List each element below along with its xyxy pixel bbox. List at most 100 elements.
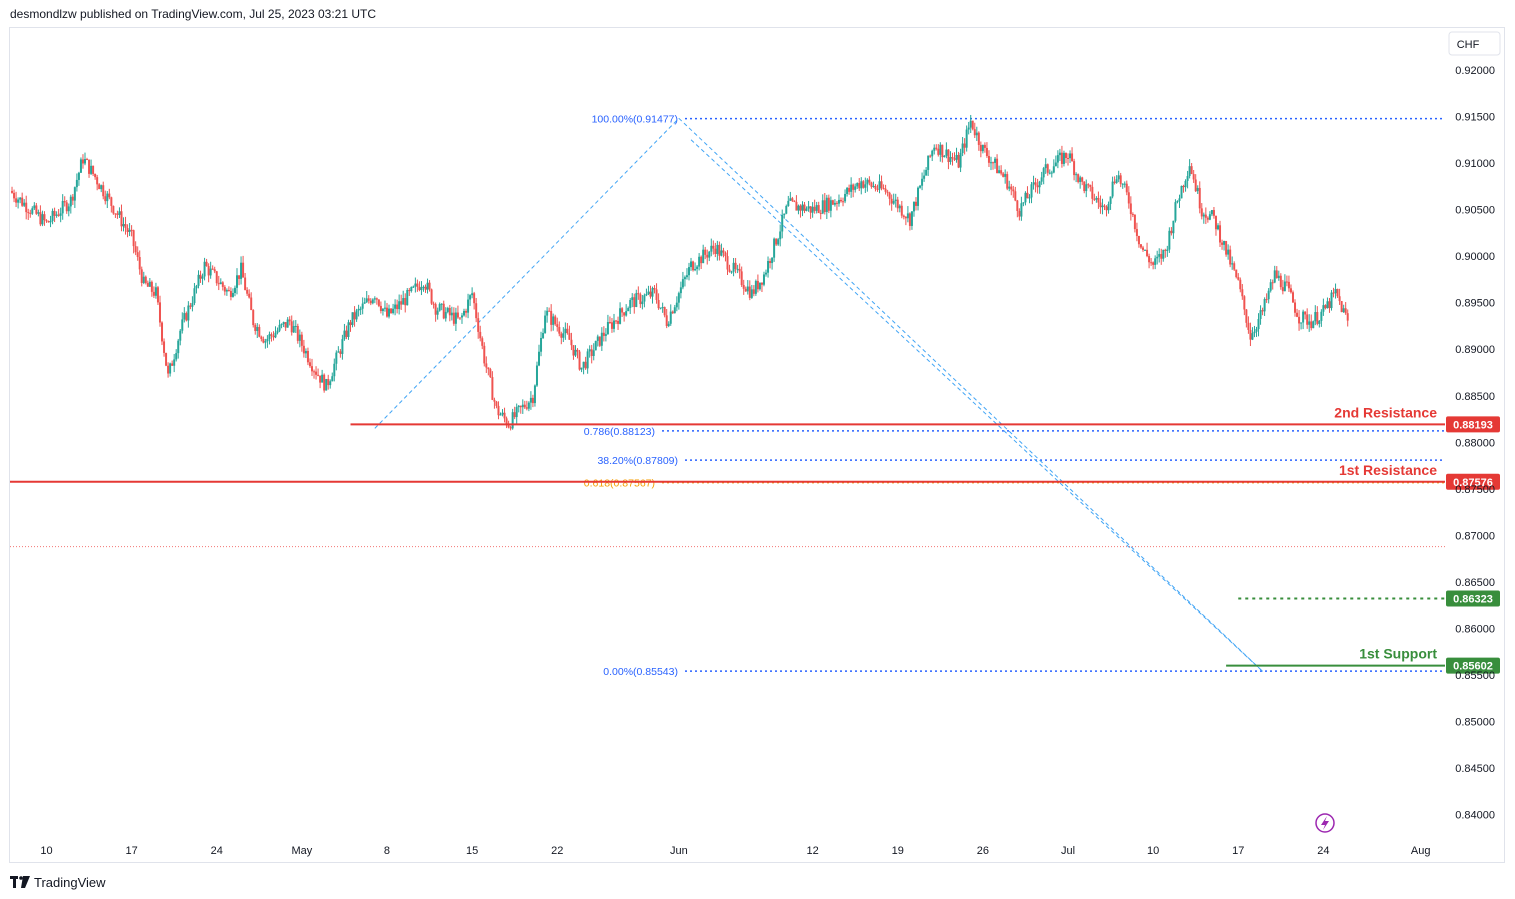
candle-body [1304,311,1307,315]
candle-body [1251,333,1254,340]
candle-body [503,412,506,419]
candle-body [878,181,881,190]
level-price-badge [1446,416,1500,433]
candle-body [248,293,251,298]
candle-body [639,294,642,305]
candle-body [381,308,384,312]
x-tick-label: 15 [466,845,478,857]
candle-body [454,312,457,324]
candle-body [144,276,147,283]
candle-body [1006,174,1009,189]
candle-body [1219,225,1222,243]
candle-body [383,307,386,309]
candle-body [55,214,58,216]
candle-body [1328,301,1331,309]
candle-body [377,299,380,306]
candle-body [1091,186,1094,199]
candle-body [434,304,437,315]
candle-body [821,200,824,214]
candle-body [183,313,186,320]
candle-body [1261,310,1264,312]
candle-body [359,308,362,310]
candle-body [850,184,853,192]
candle-body [132,230,135,247]
candle-body [844,193,847,202]
candle-body [347,322,350,337]
candle-body [481,338,484,346]
candle-body [185,313,188,321]
y-tick-label: 0.90500 [1455,205,1495,217]
y-tick-label: 0.86000 [1455,624,1495,636]
candle-body [278,324,281,331]
candle-body [90,165,93,174]
candle-body [1020,203,1023,217]
candle-body [1085,184,1088,192]
candle-body [671,311,674,314]
candle-body [479,331,482,339]
candle-body [1198,187,1201,209]
candle-body [177,340,180,354]
candle-body [649,291,652,297]
candle-body [1004,174,1007,177]
candle-body [175,353,178,360]
candle-body [86,159,89,161]
candle-body [150,281,153,292]
candle-body [515,407,518,418]
candle-body [416,283,419,287]
candle-body [489,369,492,378]
candle-body [1052,166,1055,173]
tradingview-logo-icon [10,876,30,888]
candle-body [296,325,299,341]
candle-body [432,303,435,305]
candle-body [552,316,555,325]
candle-body [722,250,725,253]
candle-body [673,307,676,314]
candle-body [130,229,133,231]
candle-body [975,132,978,136]
candle-body [767,261,770,273]
candle-body [456,312,459,318]
candle-body [163,341,166,353]
candle-body [266,338,269,342]
candle-body [919,185,922,188]
candle-body [523,404,526,408]
candle-body [898,205,901,209]
candle-body [817,205,820,213]
currency-box[interactable] [1448,31,1501,56]
candle-body [917,187,920,206]
candle-body [783,213,786,216]
candle-body [134,246,137,253]
candle-body [189,305,192,307]
candle-body [1257,318,1260,330]
candle-body [430,289,433,304]
candle-body [811,206,814,213]
candle-body [63,201,66,203]
candle-body [294,325,297,327]
candle-body [213,269,216,272]
candle-body [1162,249,1165,259]
candle-body [562,333,565,338]
candle-body [1245,309,1248,323]
candle-body [363,302,366,304]
y-tick-label: 0.84500 [1455,763,1495,775]
candle-body [1121,183,1124,185]
candle-body [1062,152,1065,164]
candle-body [564,328,567,334]
candle-body [876,188,879,190]
candle-body [1214,215,1217,230]
candle-body [424,286,427,290]
candle-body [1030,184,1033,198]
candle-body [923,175,926,179]
candle-body [1081,177,1084,182]
candle-body [785,206,788,214]
candle-body [531,397,534,404]
candle-body [687,267,690,276]
level-price-label: 0.86323 [1453,593,1493,605]
candle-body [1018,210,1021,217]
candle-body [365,298,368,303]
candle-body [1216,225,1219,230]
candle-body [509,427,512,429]
candle-body [602,332,605,336]
candle-body [1269,282,1272,291]
